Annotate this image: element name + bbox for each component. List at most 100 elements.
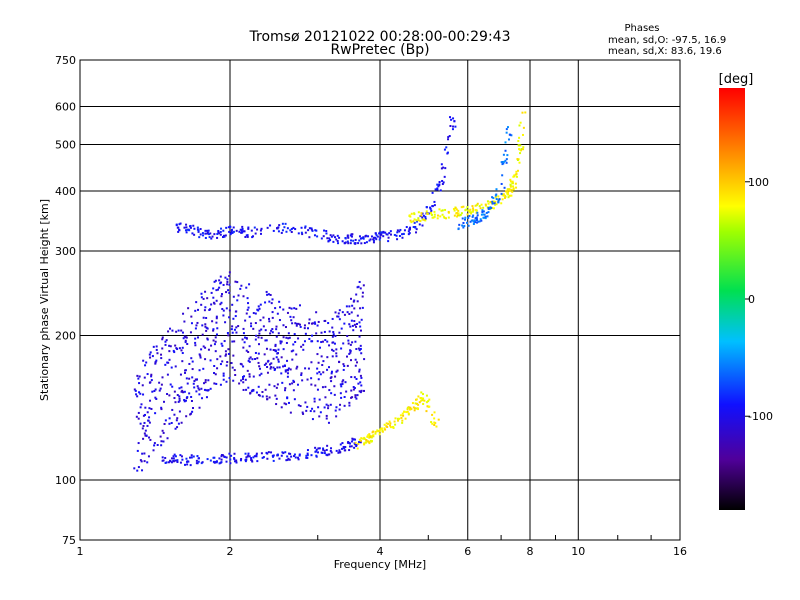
data-point [310, 377, 313, 380]
data-point [474, 221, 477, 224]
data-point [325, 232, 328, 235]
data-point [300, 374, 303, 377]
data-point [360, 389, 363, 392]
data-point [231, 340, 234, 343]
data-point [191, 360, 194, 363]
data-point [335, 355, 338, 358]
data-point [224, 321, 227, 324]
data-point [493, 202, 496, 205]
data-point [332, 240, 335, 243]
data-point [164, 461, 167, 464]
data-point [505, 190, 508, 193]
data-point [301, 379, 304, 382]
data-point [503, 196, 506, 199]
data-point [219, 233, 222, 236]
data-point [330, 451, 333, 454]
data-point [206, 229, 209, 232]
data-point [265, 339, 268, 342]
data-point [260, 328, 263, 331]
data-point [352, 388, 355, 391]
data-point [315, 455, 318, 458]
data-point [210, 303, 213, 306]
data-point [348, 323, 351, 326]
data-point [173, 453, 176, 456]
data-point [509, 189, 512, 192]
data-point [285, 403, 288, 406]
data-point [469, 220, 472, 223]
data-point [166, 373, 169, 376]
data-point [296, 456, 299, 459]
data-point [338, 408, 341, 411]
data-point [442, 181, 445, 184]
data-point [319, 373, 322, 376]
data-point [321, 364, 324, 367]
data-point [456, 214, 459, 217]
data-point [239, 287, 242, 290]
data-point [466, 221, 469, 224]
data-point [421, 399, 424, 402]
data-point [480, 219, 483, 222]
data-point [272, 366, 275, 369]
data-point [375, 234, 378, 237]
data-point [341, 442, 344, 445]
data-point [183, 320, 186, 323]
data-point [415, 402, 418, 405]
data-point [333, 342, 336, 345]
data-point [290, 231, 293, 234]
data-point [207, 379, 210, 382]
data-point [450, 118, 453, 121]
data-point [389, 230, 392, 233]
data-point [231, 366, 234, 369]
data-point [144, 406, 147, 409]
data-point [337, 242, 340, 245]
data-point [215, 460, 218, 463]
data-point [177, 230, 180, 233]
data-point [308, 322, 311, 325]
data-point [370, 235, 373, 238]
data-point [276, 352, 279, 355]
data-point [369, 439, 372, 442]
data-point [150, 373, 153, 376]
data-point [448, 135, 451, 138]
data-point [221, 307, 224, 310]
data-point [330, 392, 333, 395]
data-point [520, 149, 523, 152]
data-point [280, 454, 283, 457]
data-point [244, 235, 247, 238]
data-point [489, 201, 492, 204]
data-point [275, 397, 278, 400]
data-point [207, 348, 210, 351]
data-point [476, 214, 479, 217]
data-point [306, 449, 309, 452]
data-point [164, 419, 167, 422]
data-point [194, 344, 197, 347]
data-point [204, 323, 207, 326]
data-point [267, 293, 270, 296]
data-point [152, 345, 155, 348]
data-point [258, 332, 261, 335]
data-point [389, 233, 392, 236]
data-point [479, 207, 482, 210]
data-point [181, 389, 184, 392]
data-point [143, 376, 146, 379]
data-point [296, 365, 299, 368]
data-point [196, 226, 199, 229]
data-point [183, 226, 186, 229]
data-point [228, 271, 231, 274]
data-point [171, 408, 174, 411]
data-point [372, 241, 375, 244]
data-point [500, 161, 503, 164]
data-point [332, 234, 335, 237]
data-point [388, 420, 391, 423]
data-point [398, 417, 401, 420]
y-tick-label: 750 [55, 54, 76, 67]
colorbar-tick-label: -100 [748, 410, 773, 423]
data-point [226, 332, 229, 335]
data-point [343, 395, 346, 398]
data-point [246, 297, 249, 300]
data-point [404, 417, 407, 420]
data-point [269, 293, 272, 296]
data-point [174, 427, 177, 430]
data-point [482, 210, 485, 213]
data-point [148, 407, 151, 410]
